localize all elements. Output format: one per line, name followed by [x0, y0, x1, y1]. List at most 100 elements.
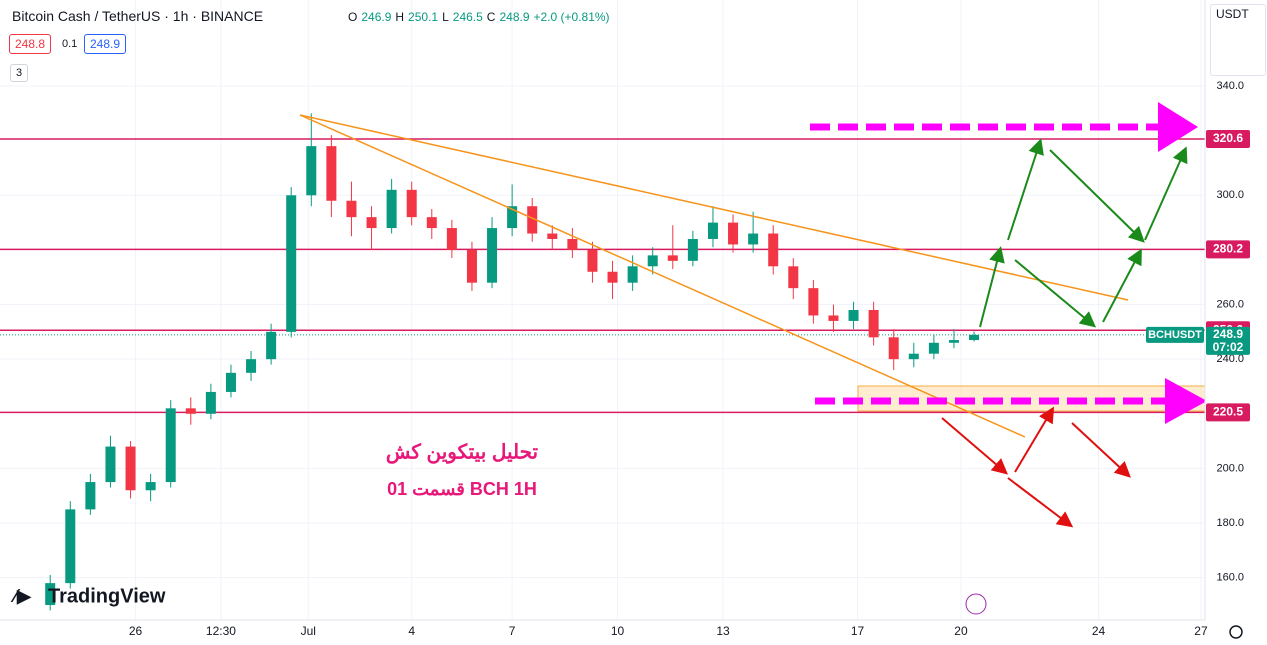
candle-body	[567, 238, 578, 250]
ohlc-item: O	[348, 10, 358, 24]
level-tag	[1206, 130, 1250, 149]
x-tick-label: 7	[509, 624, 516, 638]
currency-select[interactable]: USDT	[1210, 4, 1266, 76]
level-tag	[1206, 240, 1250, 259]
symbol-tag	[1146, 326, 1204, 343]
ohlc-item: 250.1	[408, 10, 439, 24]
candle-body	[507, 206, 518, 229]
candle-body	[647, 255, 658, 267]
candle-body	[748, 233, 759, 245]
candle-body	[185, 408, 196, 414]
candle-body	[547, 233, 558, 239]
symbol[interactable]: Bitcoin Cash / TetherUS · 1h · BINANCE	[12, 8, 264, 24]
trend-line	[299, 114, 1129, 301]
candle-body	[45, 583, 56, 605]
candle-body	[145, 482, 156, 491]
candle-body	[527, 206, 538, 234]
x-tick-label: 4	[408, 624, 415, 638]
candle-body	[687, 238, 698, 261]
candle-body	[788, 266, 799, 289]
green-arrows	[979, 138, 1188, 328]
candle-body	[667, 255, 678, 261]
candle-body	[286, 195, 297, 332]
candle-body	[888, 337, 899, 360]
candle-body	[125, 446, 136, 491]
candle-body	[908, 353, 919, 360]
candle-body	[326, 146, 337, 201]
countdown: 07:02	[1213, 340, 1244, 354]
candle-body	[205, 391, 216, 414]
arrow-head	[1165, 378, 1207, 424]
level-label: 280.2	[1213, 242, 1243, 256]
candle-body	[768, 233, 779, 267]
y-tick-label: 240.0	[1216, 353, 1244, 365]
candle-body	[406, 189, 417, 218]
level-label: 220.5	[1213, 405, 1243, 419]
logo-mark: ⁄▶	[10, 586, 32, 606]
ohlc-item: 246.5	[452, 10, 483, 24]
x-tick-label: Jul	[301, 624, 316, 638]
level-tag	[1206, 403, 1250, 422]
annotation-title: تحلیل بیتکوین کش	[386, 441, 539, 464]
alert-icon[interactable]	[965, 593, 987, 615]
annotation-subtitle: 01 قسمت BCH 1H	[387, 479, 537, 499]
ask[interactable]: 248.9	[84, 34, 127, 54]
arrow-head	[1158, 102, 1198, 152]
level-label: 320.6	[1213, 131, 1243, 145]
candle-body	[165, 408, 176, 483]
ohlc-item: H	[395, 10, 405, 24]
spread: 0.1	[62, 38, 78, 50]
x-tick-label: 20	[954, 624, 968, 638]
candle-body	[627, 266, 638, 283]
candle-body	[808, 288, 819, 316]
trend-line	[299, 114, 1026, 438]
candle-body	[306, 146, 317, 196]
x-tick-label: 27	[1194, 624, 1208, 638]
x-tick-label: 24	[1092, 624, 1106, 638]
candle-body	[225, 372, 236, 392]
candle-body	[587, 249, 598, 272]
y-tick-label: 300.0	[1216, 189, 1244, 201]
ohlc-item: 246.9	[361, 10, 392, 24]
indicators-toggle[interactable]: 3	[10, 64, 29, 82]
candle-body	[848, 310, 859, 321]
y-tick-label: 340.0	[1216, 80, 1244, 92]
x-tick-label: 12:30	[206, 624, 236, 638]
last-price-label: 248.9	[1213, 327, 1243, 341]
candle-body	[466, 249, 477, 283]
candle-body	[828, 315, 839, 321]
drawings	[299, 102, 1207, 528]
settings-icon[interactable]	[1229, 625, 1243, 639]
ohlc-item: 248.9	[499, 10, 530, 24]
candle-body	[928, 342, 939, 354]
candle-body	[65, 509, 76, 584]
ohlc: O 246.9 H 250.1 L 246.5 C 248.9 +2.0 (+0.81%)	[348, 10, 614, 24]
candle-body	[948, 340, 959, 343]
candle-body	[85, 482, 96, 510]
ohlc-item: L	[442, 10, 449, 24]
candle-body	[868, 310, 879, 338]
bid[interactable]: 248.8	[9, 34, 52, 54]
red-arrows	[941, 406, 1131, 528]
candle-body	[728, 222, 739, 245]
ohlc-item: C	[486, 10, 496, 24]
candle-body	[487, 228, 498, 283]
candle-body	[607, 271, 618, 283]
candle-body	[969, 334, 980, 341]
y-tick-label: 260.0	[1216, 298, 1244, 310]
x-tick-label: 17	[851, 624, 865, 638]
candle-body	[246, 359, 257, 373]
y-tick-label: 160.0	[1216, 572, 1244, 584]
candle-body	[105, 446, 116, 483]
x-tick-label: 10	[611, 624, 625, 638]
x-tick-label: 13	[716, 624, 730, 638]
y-tick-label: 200.0	[1216, 462, 1244, 474]
candle-body	[386, 189, 397, 229]
candle-body	[346, 200, 357, 218]
logo: TradingView	[48, 585, 166, 607]
candle-body	[707, 222, 718, 239]
candle-body	[446, 228, 457, 250]
symbol-label: BCHUSDT	[1148, 329, 1202, 341]
